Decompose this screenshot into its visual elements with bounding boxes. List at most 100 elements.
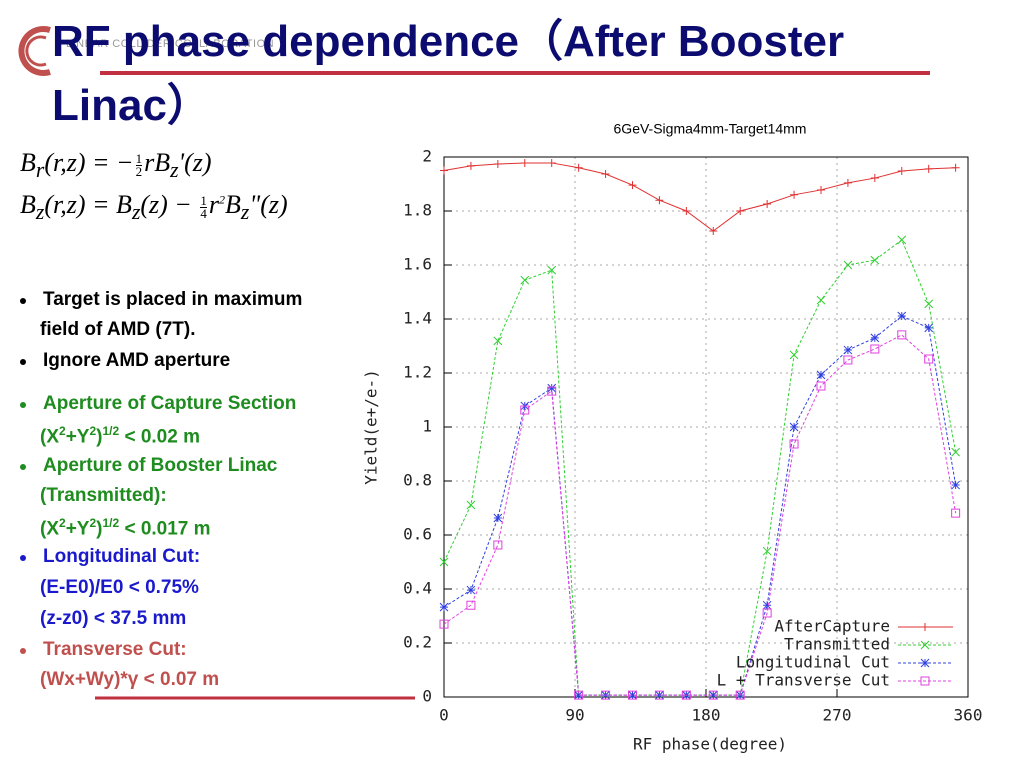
marker	[789, 350, 799, 360]
legend-marker	[920, 640, 930, 650]
bullet	[20, 648, 26, 654]
denominator: 2	[135, 163, 143, 179]
marker	[628, 181, 637, 190]
marker	[493, 513, 503, 523]
marker	[762, 546, 772, 556]
marker	[547, 265, 557, 275]
marker	[493, 540, 503, 550]
marker	[440, 166, 448, 175]
y-tick-label: 1.2	[403, 363, 432, 382]
superscript: 1/2	[102, 424, 120, 438]
marker	[601, 170, 610, 179]
marker	[520, 405, 530, 415]
marker	[574, 163, 583, 172]
marker	[897, 235, 907, 245]
marker	[951, 163, 960, 172]
numerator: 1	[135, 150, 143, 166]
logo	[18, 26, 51, 76]
marker	[681, 690, 691, 700]
marker	[574, 690, 584, 700]
marker	[951, 480, 960, 490]
bullet-line: (Transmitted):	[40, 485, 167, 507]
text: (r,z) = −	[44, 148, 134, 177]
bullet-line: Target is placed in maximum	[43, 289, 302, 311]
marker	[870, 333, 880, 343]
text: Aperture of Booster Linac	[43, 455, 278, 476]
text: (r,z) = B	[44, 190, 132, 219]
bullet-line: Ignore AMD aperture	[43, 350, 230, 372]
chart-title: 6GeV-Sigma4mm-Target14mm	[614, 121, 807, 137]
subscript: z	[131, 200, 141, 225]
marker	[843, 260, 853, 270]
x-tick-label: 360	[954, 706, 983, 725]
legend-label: AfterCapture	[774, 617, 890, 636]
legend-marker	[921, 623, 929, 631]
text: rB	[144, 148, 171, 177]
text: Aperture of Capture Section	[43, 393, 297, 414]
marker	[897, 311, 907, 321]
marker	[870, 344, 880, 354]
marker	[951, 508, 961, 518]
text: B	[20, 190, 36, 219]
equation: Bz(r,z) = Bz(z) − 1 4 r2Bz"(z)	[20, 190, 288, 225]
plot-frame	[443, 156, 969, 698]
marker	[655, 196, 664, 205]
text: )	[96, 518, 103, 540]
y-tick-label: 2	[422, 147, 432, 166]
y-tick-label: 0.6	[403, 525, 432, 544]
superscript: 2	[89, 424, 97, 438]
text: field of AMD (7T).	[40, 319, 196, 340]
logo-text: LINEAR COLLIDER COLLABORATION	[66, 38, 275, 50]
marker	[897, 330, 907, 340]
text: "(z)	[249, 190, 288, 219]
bullet-line: Transverse Cut:	[43, 639, 187, 661]
subscript: r	[35, 158, 45, 183]
text: '(z)	[178, 148, 212, 177]
y-tick-label: 1.4	[403, 309, 432, 328]
marker	[843, 345, 853, 355]
marker	[493, 336, 503, 346]
marker	[870, 255, 880, 265]
marker	[843, 178, 852, 187]
text: (Wx+Wy)*γ < 0.07 m	[40, 669, 220, 690]
series-line	[443, 162, 956, 232]
marker	[547, 158, 556, 167]
subscript: z	[35, 200, 45, 225]
bullet-line: field of AMD (7T).	[40, 319, 196, 341]
bullet-line: (z-z0) < 37.5 mm	[40, 608, 186, 630]
text: < 0.017 m	[119, 518, 211, 540]
bullet-line: (E-E0)/E0 < 0.75%	[40, 577, 199, 599]
marker	[843, 355, 853, 365]
text: +Y	[65, 518, 90, 540]
x-tick-label: 180	[692, 706, 721, 725]
text: r	[208, 190, 219, 219]
marker	[654, 690, 664, 700]
subscript: z	[170, 158, 179, 183]
y-tick-label: 0.4	[403, 579, 432, 598]
marker	[466, 600, 476, 610]
y-axis-label: Yield(e+/e-)	[362, 369, 381, 485]
denominator: 4	[200, 205, 207, 221]
marker	[789, 439, 799, 449]
bullet	[20, 464, 26, 470]
bullet-line: Aperture of Booster Linac	[43, 455, 277, 477]
text: (z) −	[140, 190, 199, 219]
marker	[924, 299, 934, 309]
bullet	[20, 298, 26, 304]
bullet-line: Aperture of Capture Section	[43, 393, 296, 415]
marker	[816, 185, 825, 194]
marker	[762, 608, 772, 618]
marker	[735, 690, 745, 700]
text: (X	[40, 426, 59, 448]
legend-label: Longitudinal Cut	[736, 653, 890, 672]
x-tick-label: 90	[565, 706, 584, 725]
text: )	[96, 426, 103, 448]
legend-label: Transmitted	[784, 635, 890, 654]
y-tick-label: 1.6	[403, 255, 432, 274]
text: < 0.02 m	[119, 426, 200, 448]
marker	[762, 600, 772, 610]
y-tick-label: 1	[422, 417, 432, 436]
